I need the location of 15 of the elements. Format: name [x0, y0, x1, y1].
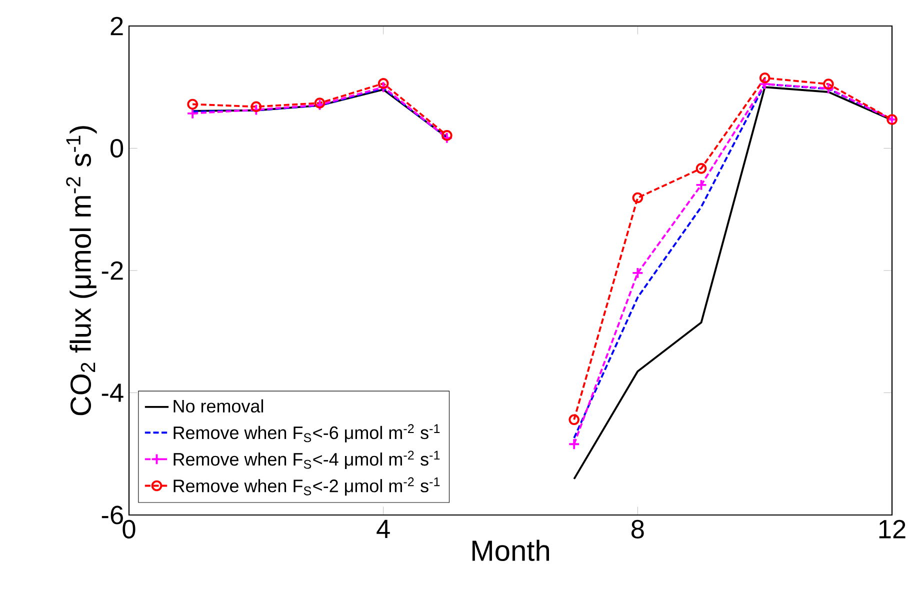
y-tick-label: 0 [110, 138, 124, 158]
y-tick-label: -6 [102, 506, 123, 524]
x-tick-label: 12 [879, 520, 906, 538]
y-tick-label: -4 [102, 384, 124, 402]
legend-label: Remove when F$_{S}$<-4 μmol m$^{-2}$ s$^{-1}$ [174, 450, 440, 469]
y-tick-label: 2 [110, 16, 123, 36]
legend-label: Remove when F$_{S}$<-6 μmol m$^{-2}$ s$^{-1}$ [174, 424, 440, 442]
y-tick-label: -2 [102, 261, 123, 280]
legend-label: No removal [174, 399, 264, 413]
legend-label: Remove when F$_{S}$<-2 μmol m$^{-2}$ s$^{-1}$ [174, 477, 440, 496]
x-tick-label: 8 [632, 520, 644, 539]
x-tick-label: 0 [122, 520, 136, 539]
y-axis-title: CO$_{2}$ flux (μmol m$^{-2}$ s$^{-1}$) [66, 126, 97, 416]
x-tick-label: 4 [376, 520, 390, 538]
x-axis-title: Month [472, 540, 549, 562]
